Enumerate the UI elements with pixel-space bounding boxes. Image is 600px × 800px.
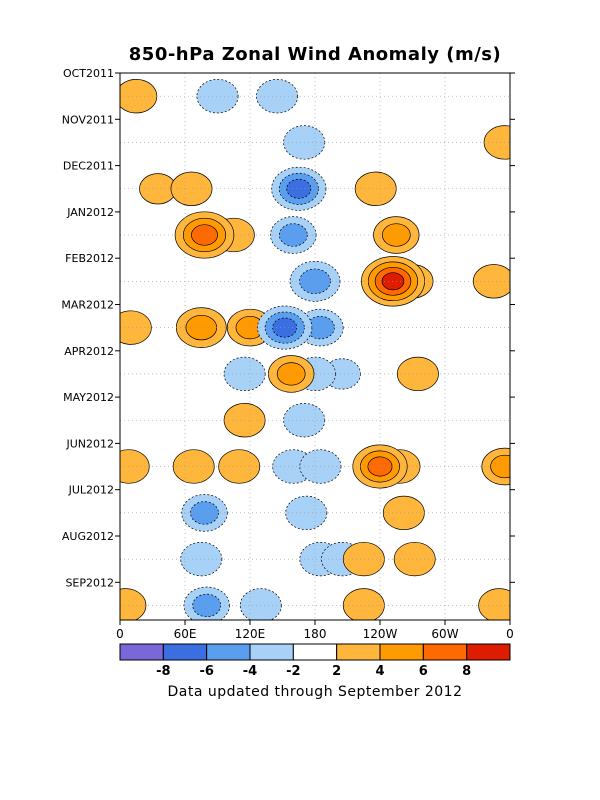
anomaly-cell [342, 588, 385, 620]
anomaly-contour [286, 178, 312, 199]
colorbar-swatch [466, 643, 511, 661]
y-tick-label: NOV2011 [62, 113, 114, 126]
anomaly-contour [393, 541, 436, 577]
anomaly-cell [256, 79, 299, 114]
colorbar-swatch [206, 643, 251, 661]
anomaly-cell [170, 171, 213, 206]
anomaly-contour [180, 541, 223, 577]
anomaly-contour [472, 264, 510, 299]
colorbar-label: -2 [286, 664, 300, 679]
anomaly-cell [342, 541, 385, 577]
anomaly-contour [478, 588, 510, 620]
colorbar-label: 4 [375, 664, 384, 679]
y-tick-label: OCT2011 [63, 67, 114, 80]
y-tick-label: JUN2012 [65, 437, 114, 450]
anomaly-cell [271, 166, 327, 211]
y-tick-label: SEP2012 [65, 576, 114, 589]
y-tick-label: JUL2012 [68, 484, 114, 497]
grid-lines [120, 73, 510, 620]
colorbar-label: 6 [419, 664, 428, 679]
anomaly-cell [270, 216, 317, 254]
anomaly-contour [382, 495, 425, 531]
x-tick-label: 60E [174, 627, 197, 641]
anomaly-cell [396, 356, 439, 392]
y-tick-label: AUG2012 [62, 530, 114, 543]
colorbar-label: -8 [156, 664, 170, 679]
colorbar-swatch [292, 643, 338, 661]
anomaly-contour [218, 449, 261, 484]
data-update-note: Data updated through September 2012 [167, 684, 463, 700]
y-tick-label: FEB2012 [65, 252, 114, 265]
anomaly-contour [285, 495, 328, 531]
anomaly-cell [354, 171, 397, 206]
x-tick-label: 120W [363, 627, 398, 641]
anomaly-cell [285, 495, 328, 531]
colorbar-swatch [422, 643, 468, 661]
anomaly-contour [342, 588, 385, 620]
anomaly-contour [342, 541, 385, 577]
anomaly-contour [354, 171, 397, 206]
colorbar-swatch [336, 643, 381, 661]
colorbar-label: 8 [462, 664, 471, 679]
x-tick-label: 0 [116, 627, 124, 641]
x-tick-label: 180 [304, 627, 327, 641]
x-tick-label: 60W [431, 627, 458, 641]
anomaly-contour [276, 362, 306, 386]
anomaly-cell [472, 264, 510, 299]
y-axis: OCT2011 NOV2011 DEC2011 JAN2012 FEB2012 MAR20… [61, 67, 515, 589]
colorbar-label: -6 [199, 664, 213, 679]
anomaly-cell [478, 588, 510, 620]
anomaly-contour [120, 310, 152, 345]
anomaly-contour [278, 223, 308, 247]
anomaly-contour [172, 449, 215, 484]
y-tick-label: APR2012 [64, 345, 114, 358]
colorbar-swatch [379, 643, 424, 661]
y-tick-label: MAY2012 [63, 391, 114, 404]
anomaly-contour [196, 79, 239, 114]
x-axis: 0 60E 120E 180 120W 60W 0 [116, 620, 514, 641]
colorbar-swatch [119, 643, 164, 661]
y-tick-label: MAR2012 [61, 299, 114, 312]
anomaly-cell [180, 541, 223, 577]
colorbar: -8 -6 -4 -2 2 4 6 8 [119, 643, 511, 679]
colorbar-label: 2 [332, 664, 341, 679]
anomaly-cell [175, 307, 227, 348]
anomaly-cell [120, 588, 147, 620]
anomaly-cell [268, 355, 315, 393]
anomaly-cell [120, 310, 152, 345]
y-tick-label: JAN2012 [66, 206, 114, 219]
anomaly-cell [218, 449, 261, 484]
colorbar-swatch [162, 643, 208, 661]
anomaly-contour [120, 588, 147, 620]
y-tick-label: DEC2011 [63, 160, 114, 173]
anomaly-cell [172, 449, 215, 484]
anomaly-cell [120, 449, 150, 484]
colorbar-label: -4 [243, 664, 257, 679]
anomaly-contour [256, 79, 299, 114]
anomaly-contour [170, 171, 213, 206]
chart-title: 850-hPa Zonal Wind Anomaly (m/s) [128, 44, 502, 65]
anomaly-contour [120, 449, 150, 484]
anomaly-cell [393, 541, 436, 577]
anomaly-cell [183, 586, 230, 620]
x-tick-label: 120E [235, 627, 266, 641]
anomaly-cell [196, 79, 239, 114]
anomaly-contour [396, 356, 439, 392]
anomaly-cell [239, 588, 282, 620]
anomaly-contour [239, 588, 282, 620]
anomaly-cell [382, 495, 425, 531]
x-tick-label: 0 [506, 627, 514, 641]
plot-background [120, 73, 510, 620]
colorbar-swatch [249, 643, 294, 661]
